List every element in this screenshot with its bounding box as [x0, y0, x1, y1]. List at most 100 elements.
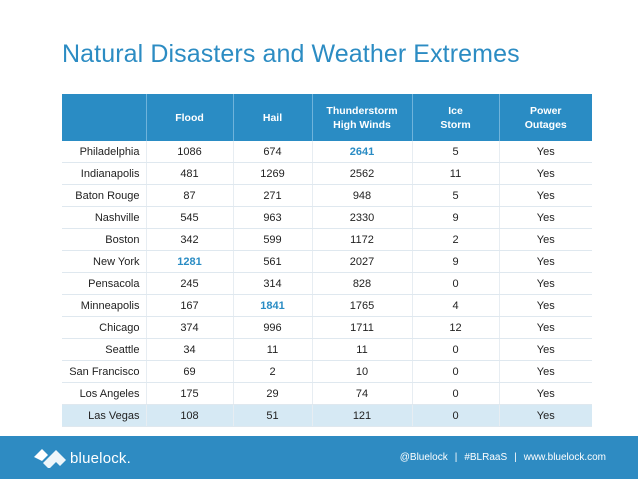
- power-outages-cell: Yes: [499, 294, 592, 317]
- thunderstorm-cell: 948: [312, 184, 413, 207]
- flood-cell: 1281: [146, 250, 234, 273]
- header-hail: Hail: [233, 94, 313, 141]
- ice-storm-cell: 4: [412, 294, 500, 317]
- ice-storm-cell: 9: [412, 250, 500, 273]
- power-outages-cell: Yes: [499, 382, 592, 405]
- hail-cell: 51: [233, 404, 313, 427]
- power-outages-cell: Yes: [499, 404, 592, 427]
- table-row: Minneapolis 167 1841 1765 4 Yes: [62, 294, 592, 317]
- flood-cell: 87: [146, 184, 234, 207]
- table-row: Baton Rouge 87 271 948 5 Yes: [62, 184, 592, 207]
- city-cell: Chicago: [62, 316, 147, 339]
- power-outages-cell: Yes: [499, 250, 592, 273]
- power-outages-cell: Yes: [499, 316, 592, 339]
- hail-cell: 963: [233, 206, 313, 229]
- ice-storm-cell: 5: [412, 184, 500, 207]
- table-row: Pensacola 245 314 828 0 Yes: [62, 272, 592, 295]
- thunderstorm-cell: 2330: [312, 206, 413, 229]
- website-link[interactable]: www.bluelock.com: [523, 452, 606, 463]
- city-cell: Philadelphia: [62, 141, 147, 163]
- city-cell: Las Vegas: [62, 404, 147, 427]
- city-cell: Pensacola: [62, 272, 147, 295]
- power-outages-cell: Yes: [499, 272, 592, 295]
- hail-cell: 1269: [233, 162, 313, 185]
- city-cell: Los Angeles: [62, 382, 147, 405]
- power-outages-cell: Yes: [499, 162, 592, 185]
- thunderstorm-cell: 828: [312, 272, 413, 295]
- hail-cell: 599: [233, 228, 313, 251]
- flood-cell: 108: [146, 404, 234, 427]
- flood-cell: 245: [146, 272, 234, 295]
- header-thunderstorm-label: Thunderstorm High Winds: [326, 104, 398, 131]
- power-outages-cell: Yes: [499, 141, 592, 163]
- table-row: New York 1281 561 2027 9 Yes: [62, 250, 592, 273]
- thunderstorm-cell: 2641: [312, 141, 413, 163]
- thunderstorm-cell: 74: [312, 382, 413, 405]
- disaster-table: Flood Hail Thunderstorm High Winds Ice S…: [62, 94, 592, 427]
- ice-storm-cell: 12: [412, 316, 500, 339]
- city-cell: Baton Rouge: [62, 184, 147, 207]
- header-ice-storm: Ice Storm: [412, 94, 500, 141]
- flood-cell: 167: [146, 294, 234, 317]
- city-cell: San Francisco: [62, 360, 147, 383]
- hail-cell: 1841: [233, 294, 313, 317]
- flood-cell: 545: [146, 206, 234, 229]
- flood-cell: 69: [146, 360, 234, 383]
- city-cell: Boston: [62, 228, 147, 251]
- logo-text: bluelock.: [70, 449, 132, 467]
- power-outages-cell: Yes: [499, 360, 592, 383]
- header-ice-storm-label: Ice Storm: [440, 104, 471, 131]
- city-cell: Minneapolis: [62, 294, 147, 317]
- flood-cell: 342: [146, 228, 234, 251]
- thunderstorm-cell: 121: [312, 404, 413, 427]
- city-cell: Seattle: [62, 338, 147, 361]
- ice-storm-cell: 2: [412, 228, 500, 251]
- power-outages-cell: Yes: [499, 228, 592, 251]
- power-outages-cell: Yes: [499, 338, 592, 361]
- flood-cell: 175: [146, 382, 234, 405]
- hail-cell: 2: [233, 360, 313, 383]
- footer-bar: bluelock. @Bluelock | #BLRaaS | www.blue…: [0, 436, 638, 479]
- page-title: Natural Disasters and Weather Extremes: [62, 40, 520, 68]
- table-row: Seattle 34 11 11 0 Yes: [62, 338, 592, 361]
- twitter-handle-link[interactable]: @Bluelock: [399, 452, 448, 463]
- bluelock-logo-icon: [34, 449, 66, 468]
- hail-cell: 11: [233, 338, 313, 361]
- table-row: Philadelphia 1086 674 2641 5 Yes: [62, 141, 592, 163]
- table-row-highlighted: Las Vegas 108 51 121 0 Yes: [62, 404, 592, 427]
- table-row: San Francisco 69 2 10 0 Yes: [62, 360, 592, 383]
- ice-storm-cell: 0: [412, 272, 500, 295]
- hashtag-link[interactable]: #BLRaaS: [464, 452, 508, 463]
- ice-storm-cell: 0: [412, 360, 500, 383]
- thunderstorm-cell: 1172: [312, 228, 413, 251]
- city-cell: Nashville: [62, 206, 147, 229]
- flood-cell: 481: [146, 162, 234, 185]
- header-power-outages-label: Power Outages: [524, 104, 567, 131]
- hail-cell: 996: [233, 316, 313, 339]
- hail-cell: 29: [233, 382, 313, 405]
- footer-links: @Bluelock | #BLRaaS | www.bluelock.com: [400, 436, 606, 479]
- flood-cell: 34: [146, 338, 234, 361]
- city-cell: Indianapolis: [62, 162, 147, 185]
- bluelock-logo: bluelock.: [33, 447, 131, 469]
- header-city: [62, 94, 147, 141]
- thunderstorm-cell: 2027: [312, 250, 413, 273]
- table-row: Los Angeles 175 29 74 0 Yes: [62, 382, 592, 405]
- header-flood: Flood: [146, 94, 234, 141]
- flood-cell: 374: [146, 316, 234, 339]
- ice-storm-cell: 0: [412, 404, 500, 427]
- ice-storm-cell: 5: [412, 141, 500, 163]
- ice-storm-cell: 9: [412, 206, 500, 229]
- separator: |: [454, 452, 458, 463]
- thunderstorm-cell: 11: [312, 338, 413, 361]
- hail-cell: 674: [233, 141, 313, 163]
- table-row: Indianapolis 481 1269 2562 11 Yes: [62, 162, 592, 185]
- table-row: Chicago 374 996 1711 12 Yes: [62, 316, 592, 339]
- table-header-row: Flood Hail Thunderstorm High Winds Ice S…: [62, 94, 592, 141]
- table-row: Boston 342 599 1172 2 Yes: [62, 228, 592, 251]
- ice-storm-cell: 11: [412, 162, 500, 185]
- ice-storm-cell: 0: [412, 382, 500, 405]
- flood-cell: 1086: [146, 141, 234, 163]
- hail-cell: 561: [233, 250, 313, 273]
- header-thunderstorm: Thunderstorm High Winds: [312, 94, 413, 141]
